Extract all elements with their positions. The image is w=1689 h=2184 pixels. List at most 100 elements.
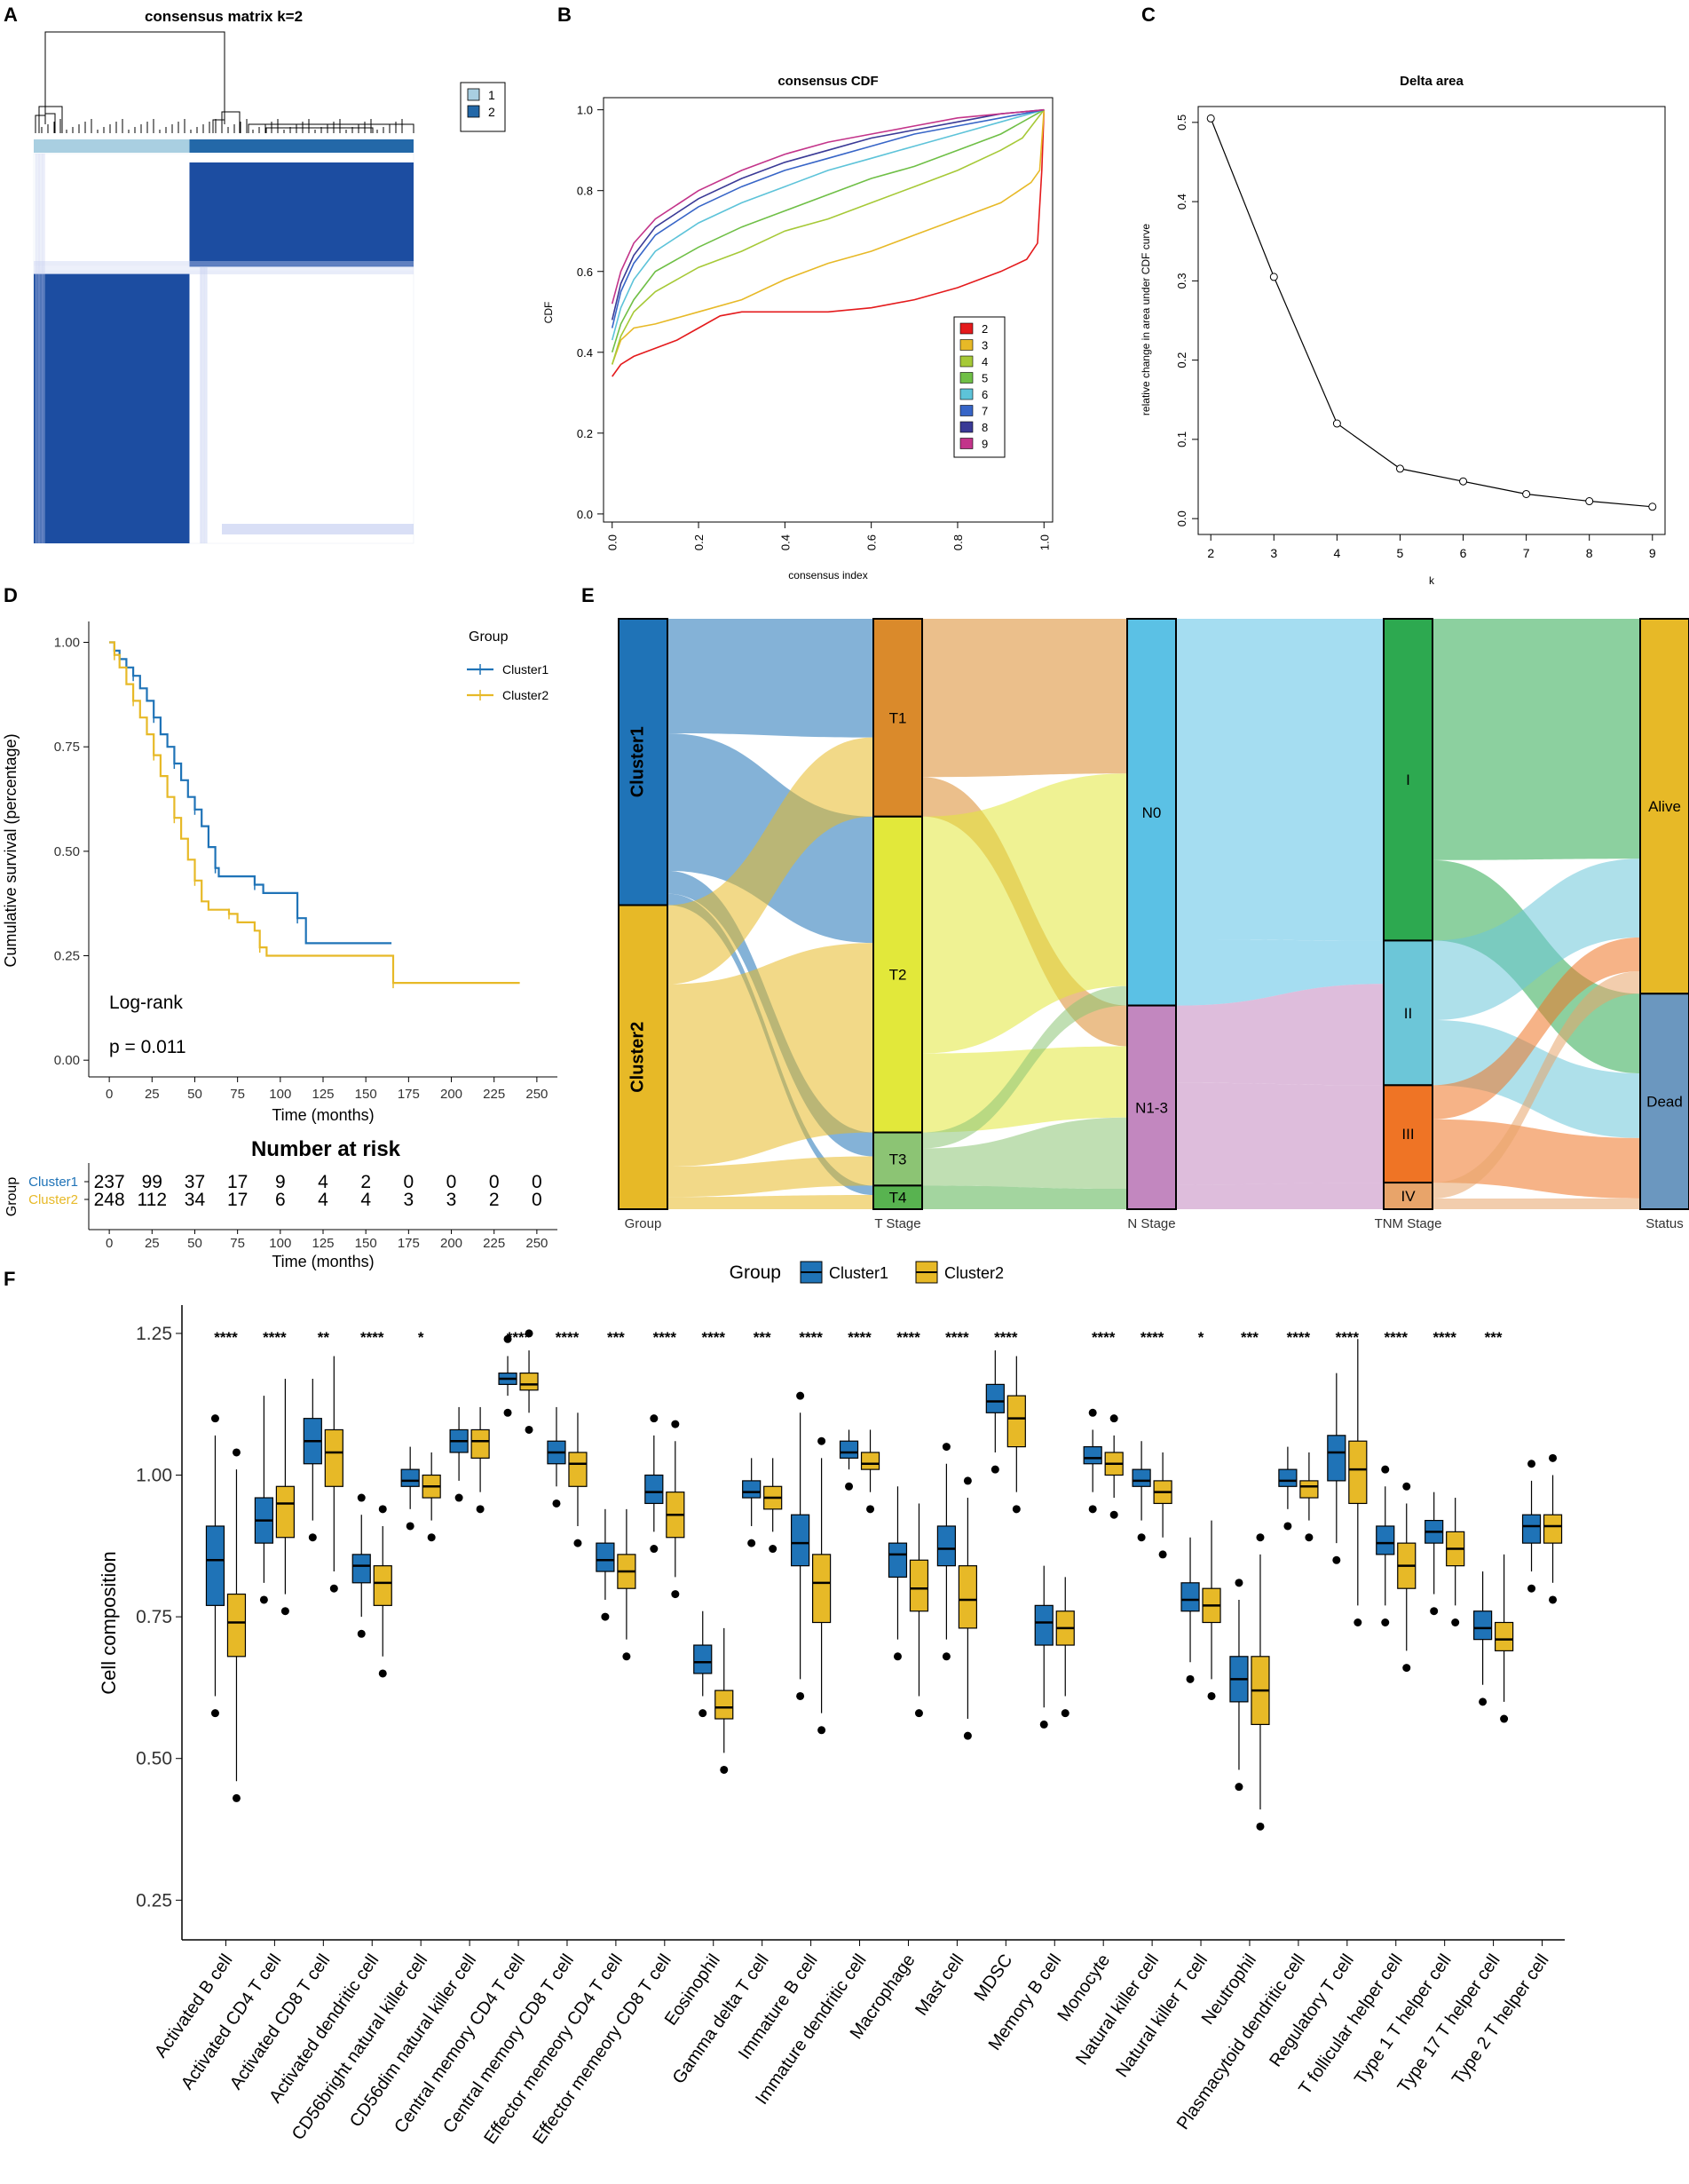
box-outlier bbox=[796, 1691, 805, 1700]
cdf-y-axis-label: CDF bbox=[542, 302, 555, 324]
box-significance: **** bbox=[556, 1329, 580, 1346]
risk-table-x-tick-label: 125 bbox=[312, 1236, 334, 1251]
box-outlier bbox=[914, 1709, 923, 1718]
km-x-tick-label: 75 bbox=[230, 1087, 245, 1102]
delta-point bbox=[1269, 273, 1278, 281]
box-outlier bbox=[1235, 1579, 1243, 1587]
km-x-axis-label: Time (months) bbox=[272, 1106, 374, 1124]
risk-table-x-tick-label: 150 bbox=[355, 1236, 377, 1251]
delta-x-tick-label: 7 bbox=[1523, 546, 1530, 560]
delta-y-axis-label: relative change in area under CDF curve bbox=[1140, 224, 1152, 415]
sankey-flow bbox=[1176, 1082, 1384, 1185]
sankey-flow bbox=[922, 773, 1127, 1054]
sankey-flow bbox=[667, 1156, 873, 1198]
dendrogram bbox=[35, 31, 414, 133]
box-outlier bbox=[503, 1334, 512, 1343]
delta-y-tick-label: 0.3 bbox=[1175, 273, 1188, 289]
sankey-node-label: Cluster1 bbox=[628, 726, 648, 797]
box-body bbox=[1376, 1525, 1395, 1555]
box-y-tick-label: 0.25 bbox=[136, 1890, 172, 1911]
box-body bbox=[1473, 1610, 1493, 1641]
cdf-legend-swatch bbox=[959, 421, 974, 433]
box-significance: **** bbox=[360, 1329, 384, 1346]
sankey-flow bbox=[1432, 859, 1640, 1021]
box-significance: *** bbox=[754, 1329, 771, 1346]
box-outlier bbox=[232, 1793, 241, 1802]
delta-x-tick-label: 5 bbox=[1397, 546, 1404, 560]
dendrogram-branches bbox=[35, 106, 414, 133]
delta-y-tick-label: 0.5 bbox=[1175, 115, 1188, 131]
box-outlier bbox=[1283, 1522, 1292, 1531]
km-y-axis-label: Cumulative survival (percentage) bbox=[2, 733, 20, 967]
box-significance: **** bbox=[896, 1329, 920, 1346]
cdf-x-tick-label: 0.0 bbox=[606, 534, 620, 550]
box-outlier bbox=[622, 1652, 631, 1661]
risk-table-count: 4 bbox=[318, 1190, 328, 1210]
delta-point bbox=[1206, 114, 1215, 123]
risk-table-x-tick-label: 175 bbox=[398, 1236, 420, 1251]
box-outlier bbox=[1381, 1618, 1390, 1626]
risk-table-count: 6 bbox=[275, 1190, 286, 1210]
sankey-node-label: II bbox=[1404, 1005, 1412, 1022]
box-outlier bbox=[769, 1545, 777, 1554]
heatmap-noise bbox=[222, 524, 414, 534]
cdf-legend-label: 9 bbox=[982, 438, 988, 451]
cdf-x-tick-label: 1.0 bbox=[1038, 534, 1051, 550]
box-body bbox=[400, 1468, 420, 1487]
delta-x-tick-label: 4 bbox=[1333, 546, 1340, 560]
cdf-y-tick-label: 0.6 bbox=[577, 265, 593, 279]
cdf-legend-label: 6 bbox=[982, 388, 988, 401]
box-outlier bbox=[698, 1709, 707, 1718]
box-outlier bbox=[1332, 1555, 1341, 1564]
box-body bbox=[351, 1554, 371, 1584]
box-body bbox=[568, 1452, 588, 1487]
km-curve-cluster1 bbox=[109, 641, 392, 945]
km-x-tick-label: 175 bbox=[398, 1087, 420, 1102]
box-body bbox=[596, 1542, 615, 1572]
box-outlier bbox=[747, 1539, 756, 1547]
box-significance: **** bbox=[1140, 1329, 1164, 1346]
box-outlier bbox=[866, 1505, 875, 1514]
box-outlier bbox=[552, 1499, 561, 1507]
cdf-legend-swatch bbox=[959, 405, 974, 416]
box-body bbox=[1006, 1395, 1026, 1448]
box-outlier bbox=[1088, 1505, 1097, 1514]
box-outlier bbox=[942, 1443, 951, 1452]
box-body bbox=[693, 1644, 713, 1674]
box-significance: **** bbox=[1385, 1329, 1409, 1346]
risk-table-count: 112 bbox=[138, 1190, 167, 1210]
heatmap-legend-label: 2 bbox=[488, 105, 495, 119]
km-y-tick-label: 0.50 bbox=[54, 844, 80, 859]
box-significance: **** bbox=[994, 1329, 1018, 1346]
box-body bbox=[860, 1452, 880, 1470]
box-outlier bbox=[525, 1329, 533, 1338]
box-outlier bbox=[796, 1391, 805, 1400]
sankey-node-label: T1 bbox=[889, 709, 907, 726]
sankey-node bbox=[872, 1184, 923, 1211]
box-significance: **** bbox=[799, 1329, 823, 1346]
risk-table-count: 34 bbox=[185, 1190, 206, 1210]
panel-label-a: A bbox=[4, 4, 18, 26]
box-body bbox=[888, 1542, 908, 1579]
box-outlier bbox=[942, 1652, 951, 1661]
cdf-x-tick-label: 0.2 bbox=[692, 534, 706, 550]
risk-table-group-label: Cluster1 bbox=[28, 1175, 78, 1190]
sankey-node bbox=[1383, 939, 1433, 1087]
box-outlier bbox=[1527, 1460, 1536, 1468]
box-outlier bbox=[454, 1493, 463, 1502]
heatmap-legend-swatch bbox=[467, 105, 480, 118]
box-outlier bbox=[476, 1505, 485, 1514]
cdf-legend-label: 8 bbox=[982, 421, 988, 434]
box-legend-label: Cluster1 bbox=[829, 1264, 888, 1282]
risk-table-row-header: Group bbox=[4, 1177, 20, 1217]
heatmap-block-cluster1 bbox=[34, 273, 190, 543]
km-x-tick-label: 200 bbox=[440, 1087, 462, 1102]
risk-table-x-tick-label: 0 bbox=[106, 1236, 113, 1251]
panel-label-e: E bbox=[581, 584, 595, 606]
sankey-flow bbox=[667, 619, 873, 738]
sankey-flow bbox=[922, 1185, 1127, 1209]
sankey-flow bbox=[667, 737, 873, 985]
cdf-legend-label: 2 bbox=[982, 322, 988, 336]
box-body bbox=[470, 1428, 490, 1459]
